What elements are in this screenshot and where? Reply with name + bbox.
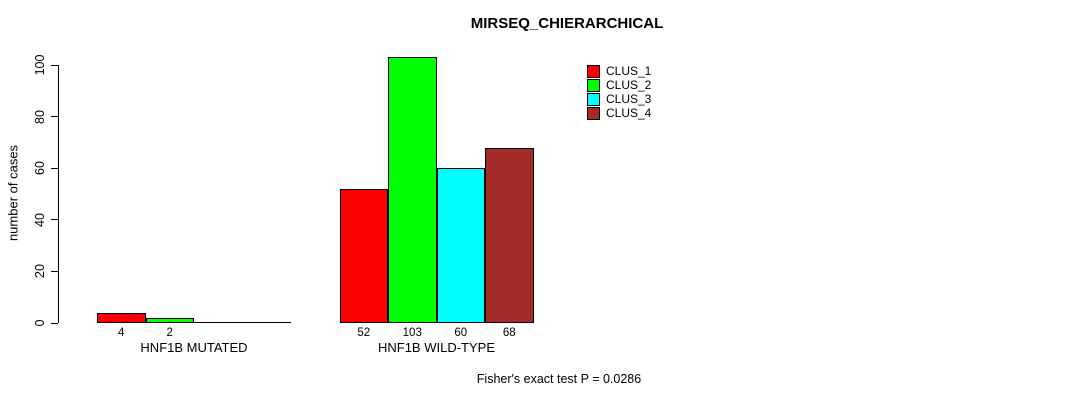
y-axis-tick [51,322,58,324]
bar-value-label: 2 [166,326,173,339]
y-axis-tick [51,167,58,169]
y-axis-tick [51,116,58,118]
bar-CLUS_1 [97,312,146,323]
bar-CLUS_4 [485,147,534,323]
bar-CLUS_2 [145,317,194,323]
category-label: HNF1B WILD-TYPE [377,340,495,355]
legend: CLUS_1 CLUS_2 CLUS_3 CLUS_4 [587,64,651,120]
x-axis-baseline [97,322,291,323]
y-tick-label: 20 [33,264,47,279]
y-tick-label: 60 [33,161,47,176]
legend-swatch-CLUS_1 [587,64,600,78]
bar-CLUS_1 [339,188,388,323]
y-axis-tick [51,219,58,221]
bar-CLUS_3 [436,168,485,323]
y-axis-line [58,65,59,323]
bar-value-label: 103 [402,326,422,339]
legend-label: CLUS_1 [606,64,652,78]
legend-item: CLUS_1 [587,64,651,78]
bar-value-label: 60 [454,326,468,339]
chart-title: MIRSEQ_CHIERARCHICAL [470,15,664,32]
y-axis-tick [51,64,58,66]
legend-label: CLUS_4 [606,106,652,120]
category-label: HNF1B MUTATED [140,340,248,355]
legend-item: CLUS_3 [587,92,651,106]
legend-swatch-CLUS_2 [587,78,600,92]
bar-value-label: 52 [357,326,371,339]
legend-swatch-CLUS_3 [587,92,600,106]
bar-value-label: 68 [502,326,516,339]
y-tick-label: 0 [33,319,47,327]
y-tick-label: 100 [33,54,47,76]
y-axis-tick [51,270,58,272]
annotation-text: Fisher's exact test P = 0.0286 [476,372,642,386]
legend-label: CLUS_2 [606,78,652,92]
legend-item: CLUS_2 [587,78,651,92]
y-tick-label: 80 [33,109,47,124]
legend-item: CLUS_4 [587,106,651,120]
legend-label: CLUS_3 [606,92,652,106]
legend-swatch-CLUS_4 [587,106,600,120]
bar-CLUS_2 [388,57,437,323]
bar-value-label: 4 [118,326,125,339]
y-tick-label: 40 [33,212,47,227]
